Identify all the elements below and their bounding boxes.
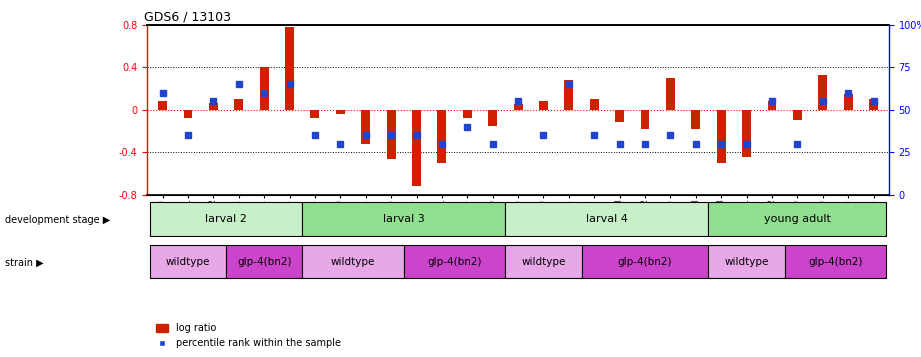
Bar <box>158 101 167 110</box>
Bar <box>641 110 649 129</box>
Text: larval 3: larval 3 <box>383 213 425 224</box>
Bar <box>302 245 403 278</box>
Bar <box>785 245 886 278</box>
Bar <box>488 110 497 126</box>
Bar <box>260 67 269 110</box>
Bar <box>615 110 624 122</box>
Bar <box>412 110 421 186</box>
Bar <box>692 110 700 129</box>
Text: glp-4(bn2): glp-4(bn2) <box>237 256 291 267</box>
Bar <box>150 202 302 236</box>
Bar <box>844 94 853 110</box>
Text: wildtype: wildtype <box>725 256 769 267</box>
Bar <box>336 110 344 114</box>
Bar <box>506 202 708 236</box>
Text: glp-4(bn2): glp-4(bn2) <box>809 256 863 267</box>
Text: larval 2: larval 2 <box>205 213 247 224</box>
Bar <box>708 245 785 278</box>
Bar <box>302 202 506 236</box>
Bar <box>234 99 243 110</box>
Bar <box>286 27 294 110</box>
Text: wildtype: wildtype <box>331 256 375 267</box>
Text: glp-4(bn2): glp-4(bn2) <box>427 256 482 267</box>
Bar <box>387 110 395 159</box>
Bar <box>793 110 802 120</box>
Text: wildtype: wildtype <box>521 256 565 267</box>
Bar <box>361 110 370 144</box>
Bar <box>183 110 192 118</box>
Bar <box>226 245 302 278</box>
Text: strain ▶: strain ▶ <box>5 257 43 267</box>
Bar <box>869 99 878 110</box>
Bar <box>150 245 226 278</box>
Bar <box>514 105 522 110</box>
Bar <box>767 101 776 110</box>
Text: wildtype: wildtype <box>166 256 210 267</box>
Bar <box>708 202 886 236</box>
Bar <box>565 80 573 110</box>
Bar <box>818 75 827 110</box>
Bar <box>717 110 726 163</box>
Text: GDS6 / 13103: GDS6 / 13103 <box>144 11 230 24</box>
Text: development stage ▶: development stage ▶ <box>5 215 110 225</box>
Bar <box>310 110 320 118</box>
Bar <box>506 245 581 278</box>
Text: larval 4: larval 4 <box>586 213 628 224</box>
Bar <box>463 110 472 118</box>
Bar <box>209 104 218 110</box>
Bar <box>742 110 751 157</box>
Text: young adult: young adult <box>764 213 831 224</box>
Bar <box>581 245 708 278</box>
Bar <box>666 78 675 110</box>
Bar <box>589 99 599 110</box>
Bar <box>437 110 447 163</box>
Bar <box>539 101 548 110</box>
Bar <box>403 245 506 278</box>
Legend: log ratio, percentile rank within the sample: log ratio, percentile rank within the sa… <box>152 320 344 352</box>
Text: glp-4(bn2): glp-4(bn2) <box>618 256 672 267</box>
